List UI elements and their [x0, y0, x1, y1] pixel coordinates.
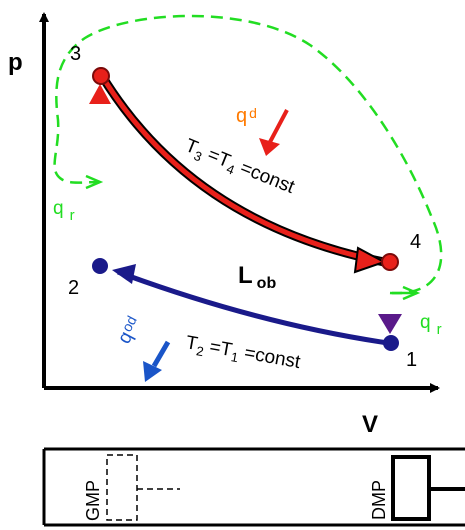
qd-sub: d: [249, 105, 257, 121]
qr-left-sub: r: [70, 207, 75, 224]
isotherm-cold-mid: =T: [203, 336, 235, 362]
qd-arrow: [268, 109, 289, 143]
piston-dmp: [391, 455, 431, 521]
regeneration-loop: [53, 14, 443, 295]
gmp-label: GMP: [83, 480, 103, 521]
process-1-2-arrowhead: [112, 264, 136, 284]
isotherm-cold-T: T: [184, 332, 199, 355]
qr-right-main: q: [420, 312, 431, 333]
point-label-1: 1: [406, 349, 417, 371]
process-3-4: [99, 74, 385, 265]
point-label-3: 3: [70, 43, 81, 65]
qod-arrow: [151, 340, 171, 368]
isotherm-hot-label: T3 =T4 =const: [181, 135, 298, 201]
isotherm-cold-sub1: 2: [195, 343, 205, 359]
state-point-4: [381, 253, 399, 271]
dmp-label: DMP: [369, 480, 389, 520]
v-axis-label: V: [362, 411, 378, 438]
state-point-3: [92, 67, 110, 85]
process-4-1-arrowhead: [378, 314, 402, 334]
isotherm-hot-tail: =const: [232, 155, 298, 198]
isotherm-cold-label: T2 =T1 =const: [184, 332, 303, 376]
state-point-2: [92, 258, 108, 274]
work-sub: ob: [257, 275, 277, 292]
qod-label: qod: [113, 313, 145, 347]
point-label-4: 4: [410, 231, 421, 253]
piston-gmp: [106, 454, 138, 521]
qod-arrowhead: [143, 361, 162, 382]
qr-left-main: q: [53, 198, 64, 219]
qod-sub: od: [118, 313, 139, 334]
p-axis-label: p: [8, 49, 23, 76]
work-main: L: [238, 262, 253, 289]
point-label-2: 2: [68, 277, 79, 299]
isotherm-cold-tail: =const: [237, 342, 302, 374]
process-3-4-arrowhead: [353, 246, 387, 274]
process-2-3-arrowhead: [89, 84, 111, 104]
qr-right-sub: r: [437, 321, 442, 338]
qd-main: q: [236, 105, 247, 127]
process-1-2: [117, 269, 389, 346]
qd-arrowhead: [259, 138, 280, 156]
state-point-1: [383, 335, 399, 351]
isotherm-cold-sub2: 1: [230, 349, 240, 365]
